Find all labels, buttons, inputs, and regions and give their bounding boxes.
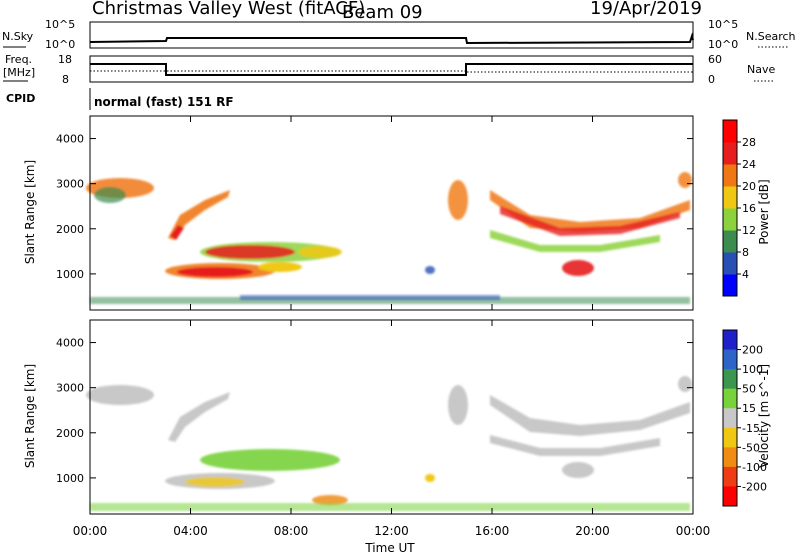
- x-tick-label: 20:00: [575, 524, 610, 538]
- colorbar-tick-label: 100: [742, 363, 763, 376]
- nave-tick-top: 60: [708, 53, 722, 66]
- velocity-y-ticks: 1000 2000 3000 4000: [56, 337, 693, 485]
- freq-label-top: Freq.: [5, 53, 32, 66]
- colorbar-tick-label: 4: [742, 268, 749, 281]
- velocity-echo-regions: [86, 376, 692, 511]
- x-tick-label: 04:00: [173, 524, 208, 538]
- y-tick-label: 3000: [56, 382, 84, 395]
- colorbar-segment: [723, 486, 737, 507]
- station-title: Christmas Valley West (fitACF): [92, 0, 366, 19]
- noise-tick-left-bottom: 10^0: [45, 38, 75, 51]
- colorbar-segment: [723, 142, 737, 165]
- colorbar-segment: [723, 274, 737, 297]
- colorbar-tick-label: -100: [742, 461, 767, 474]
- y-tick-label: 4000: [56, 337, 84, 350]
- colorbar-frame: [722, 329, 738, 507]
- colorbar-segment: [723, 408, 737, 429]
- colorbar-tick-label: 50: [742, 383, 756, 396]
- colorbar-tick-label: 12: [742, 224, 756, 237]
- power-colorbar: 4 8 12 16 20 24 28: [722, 119, 756, 297]
- power-ylabel: Slant Range [km]: [23, 160, 37, 264]
- power-colorbar-label: Power [dB]: [757, 179, 771, 244]
- freq-tick-bottom: 8: [62, 73, 69, 86]
- colorbar-segment: [723, 208, 737, 231]
- colorbar-segment: [723, 330, 737, 351]
- x-tick-label: 08:00: [274, 524, 309, 538]
- noise-label: N.Sky: [2, 30, 34, 43]
- time-x-ticks: 00:00 04:00 08:00 12:00 16:00 20:00 00:00: [73, 116, 711, 538]
- frequency-panel: Freq. [MHz] 18 8 60 0 Nave: [3, 53, 775, 86]
- y-tick-label: 1000: [56, 268, 84, 281]
- colorbar-segment: [723, 369, 737, 390]
- y-tick-label: 2000: [56, 427, 84, 440]
- nave-label: Nave: [747, 63, 775, 76]
- x-tick-label: 00:00: [73, 524, 108, 538]
- colorbar-tick-label: 20: [742, 180, 756, 193]
- noise-panel: N.Sky 10^5 10^0 10^5 10^0 N.Search: [2, 18, 796, 51]
- nave-tick-bottom: 0: [708, 73, 715, 86]
- noise-tick-left-top: 10^5: [45, 18, 75, 31]
- colorbar-segment: [723, 120, 737, 143]
- velocity-panel: 1000 2000 3000 4000 00:00 04:00 08:00 12:00 16:…: [23, 116, 710, 554]
- noise-tick-right-bottom: 10^0: [708, 38, 738, 51]
- colorbar-segment: [723, 186, 737, 209]
- noise-right-label: N.Search: [746, 30, 796, 43]
- colorbar-tick-label: 28: [742, 136, 756, 149]
- y-tick-label: 2000: [56, 223, 84, 236]
- freq-label-units: [MHz]: [3, 66, 35, 79]
- colorbar-tick-label: 200: [742, 344, 763, 357]
- power-echo-regions: [86, 172, 692, 304]
- colorbar-segment: [723, 230, 737, 253]
- colorbar-segment: [723, 349, 737, 370]
- y-tick-label: 3000: [56, 178, 84, 191]
- power-y-ticks: 1000 2000 3000 4000: [56, 133, 693, 281]
- date-label: 19/Apr/2019: [590, 0, 702, 19]
- colorbar-tick-label: -15: [742, 422, 760, 435]
- colorbar-tick-label: 15: [742, 402, 756, 415]
- y-tick-label: 1000: [56, 472, 84, 485]
- cpid-text: normal (fast) 151 RF: [94, 95, 234, 109]
- freq-tick-top: 18: [58, 53, 72, 66]
- colorbar-tick-label: -200: [742, 480, 767, 493]
- power-panel: 1000 2000 3000 4000 Slant Range [km]: [23, 115, 694, 311]
- colorbar-segment: [723, 466, 737, 487]
- cpid-panel: CPID normal (fast) 151 RF: [6, 88, 234, 110]
- colorbar-segment: [723, 164, 737, 187]
- colorbar-tick-label: -50: [742, 441, 760, 454]
- colorbar-tick-label: 16: [742, 202, 756, 215]
- y-tick-label: 4000: [56, 133, 84, 146]
- x-tick-label: 00:00: [676, 524, 711, 538]
- colorbar-tick-label: 8: [742, 246, 749, 259]
- velocity-ylabel: Slant Range [km]: [23, 364, 37, 468]
- beam-label: Beam 09: [342, 2, 423, 23]
- time-xlabel: Time UT: [364, 541, 415, 554]
- velocity-colorbar: 200 100 50 15 -15 -50 -100 -200: [722, 329, 767, 507]
- colorbar-segment: [723, 252, 737, 275]
- colorbar-segment: [723, 427, 737, 448]
- colorbar-tick-label: 24: [742, 158, 756, 171]
- colorbar-segment: [723, 388, 737, 409]
- x-tick-label: 16:00: [475, 524, 510, 538]
- velocity-colorbar-label: Velocity [m s^-1]: [757, 364, 771, 468]
- cpid-label: CPID: [6, 92, 35, 105]
- noise-tick-right-top: 10^5: [708, 18, 738, 31]
- colorbar-segment: [723, 447, 737, 468]
- x-tick-label: 12:00: [374, 524, 409, 538]
